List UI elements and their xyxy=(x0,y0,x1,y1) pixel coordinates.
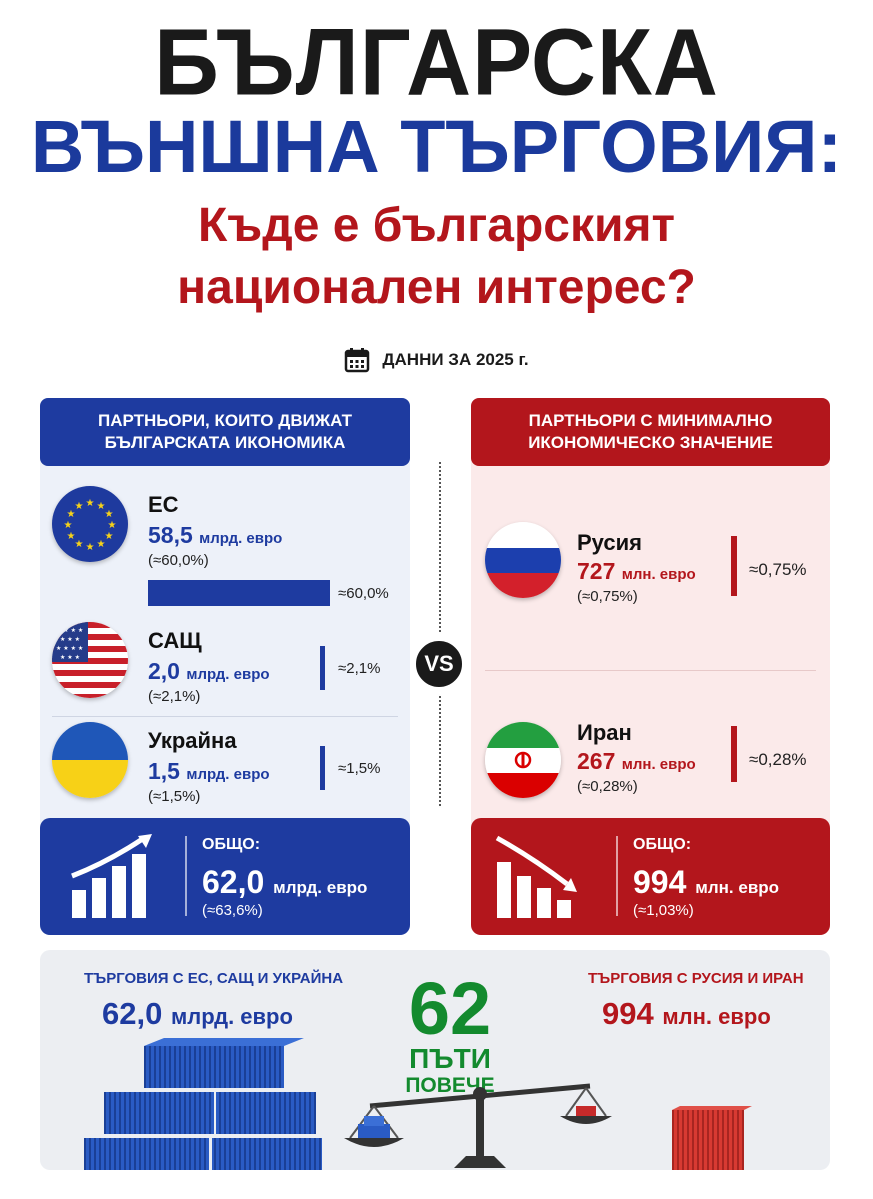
total-amount: 62,0 млрд. евро xyxy=(202,864,368,900)
partner-share-iran: (≈0,28%) xyxy=(577,778,638,795)
multiplier-text-1: ПЪТИ xyxy=(409,1043,491,1074)
trade-comparison-panel: ТЪРГОВИЯ С ЕС, САЩ И УКРАЙНА 62,0 млрд. … xyxy=(40,950,830,1170)
partner-name-eu: ЕС xyxy=(148,492,179,517)
calendar-icon xyxy=(345,348,370,373)
title-line-2: ВЪНШНА ТЪРГОВИЯ: xyxy=(30,105,843,188)
total-label: ОБЩО: xyxy=(633,836,692,853)
russia-flag-icon xyxy=(485,522,561,598)
row-divider xyxy=(485,670,816,671)
svg-text:★: ★ xyxy=(105,531,114,542)
title-line-1: БЪЛГАРСКА xyxy=(154,10,719,116)
share-bar-label-iran: ≈0,28% xyxy=(749,750,807,769)
svg-text:★: ★ xyxy=(75,501,84,512)
share-bar-iran xyxy=(731,726,737,782)
vs-badge: VS xyxy=(413,638,465,690)
center-dotted-line-top xyxy=(439,462,441,632)
svg-text:★: ★ xyxy=(67,509,76,520)
partner-name-russia: Русия xyxy=(577,530,642,555)
partner-amount-ukraine: 1,5 млрд. евро xyxy=(148,758,270,784)
date-label: ДАННИ ЗА 2025 г. xyxy=(382,350,529,369)
center-dotted-line-bottom xyxy=(439,696,441,806)
share-bar-label-eu: ≈60,0% xyxy=(338,585,389,602)
total-share: (≈1,03%) xyxy=(633,902,694,919)
major-partners-header-line-1: ПАРТНЬОРИ, КОИТО ДВИЖАТ xyxy=(97,411,352,430)
subtitle-line-1: Къде е българският xyxy=(197,199,676,252)
total-separator xyxy=(616,836,618,916)
total-share: (≈63,6%) xyxy=(202,902,263,919)
right-trade-label: ТЪРГОВИЯ С РУСИЯ И ИРАН xyxy=(588,970,804,987)
row-divider xyxy=(52,716,398,717)
total-separator xyxy=(185,836,187,916)
share-bar-usa xyxy=(320,646,325,690)
svg-text:★ ★ ★: ★ ★ ★ xyxy=(60,654,80,661)
iran-flag-icon xyxy=(485,722,561,798)
svg-text:★: ★ xyxy=(75,539,84,550)
total-label: ОБЩО: xyxy=(202,836,261,853)
svg-text:★ ★ ★: ★ ★ ★ xyxy=(60,636,80,643)
share-bar-russia xyxy=(731,536,737,596)
svg-text:★: ★ xyxy=(67,531,76,542)
partner-share-usa: (≈2,1%) xyxy=(148,688,201,705)
major-partners-total: ОБЩО: 62,0 млрд. евро (≈63,6%) xyxy=(40,818,410,935)
date-line: ДАННИ ЗА 2025 г. xyxy=(0,347,873,373)
minor-partners-header-line-2: ИКОНОМИЧЕСКО ЗНАЧЕНИЕ xyxy=(528,433,773,452)
partner-name-usa: САЩ xyxy=(148,628,202,653)
partner-amount-usa: 2,0 млрд. евро xyxy=(148,658,270,684)
minor-partners-panel: ПАРТНЬОРИ С МИНИМАЛНО ИКОНОМИЧЕСКО ЗНАЧЕ… xyxy=(471,398,830,935)
partner-amount-eu: 58,5 млрд. евро xyxy=(148,522,283,548)
minor-partners-total: ОБЩО: 994 млн. евро (≈1,03%) xyxy=(471,818,830,935)
share-bar-label-usa: ≈2,1% xyxy=(338,660,381,677)
single-container-icon xyxy=(672,1106,752,1170)
minor-partners-header: ПАРТНЬОРИ С МИНИМАЛНО ИКОНОМИЧЕСКО ЗНАЧЕ… xyxy=(471,398,830,466)
svg-text:★: ★ xyxy=(86,498,95,509)
subtitle-line-2: национален интерес? xyxy=(177,261,696,314)
svg-text:★: ★ xyxy=(105,509,114,520)
minor-partners-header-line-1: ПАРТНЬОРИ С МИНИМАЛНО xyxy=(528,411,773,430)
partner-name-iran: Иран xyxy=(577,720,632,745)
multiplier-text-2: ПОВЕЧЕ xyxy=(405,1074,495,1097)
major-partners-header-line-2: БЪЛГАРСКАТА ИКОНОМИКА xyxy=(104,433,346,452)
share-bar-label-ukraine: ≈1,5% xyxy=(338,760,381,777)
left-trade-label: ТЪРГОВИЯ С ЕС, САЩ И УКРАЙНА xyxy=(84,970,344,987)
partner-name-ukraine: Украйна xyxy=(148,728,237,753)
partner-share-ukraine: (≈1,5%) xyxy=(148,788,201,805)
partner-amount-russia: 727 млн. евро xyxy=(577,558,696,584)
rising-chart-icon xyxy=(71,834,152,918)
multiplier-number: 62 xyxy=(408,967,492,1050)
usa-flag-icon: ★ ★ ★ ★ ★ ★ ★ ★ ★ ★ ★ ★ ★ ★ xyxy=(52,622,128,698)
partner-share-russia: (≈0,75%) xyxy=(577,588,638,605)
svg-text:★: ★ xyxy=(86,542,95,553)
ukraine-flag-icon xyxy=(52,722,128,798)
left-trade-amount: 62,0 млрд. евро xyxy=(102,996,293,1031)
containers-stack-icon xyxy=(84,1038,322,1170)
svg-text:★ ★ ★ ★: ★ ★ ★ ★ xyxy=(56,627,83,634)
svg-text:★ ★ ★ ★: ★ ★ ★ ★ xyxy=(56,645,83,652)
svg-text:★: ★ xyxy=(64,520,73,531)
major-partners-header: ПАРТНЬОРИ, КОИТО ДВИЖАТ БЪЛГАРСКАТА ИКОН… xyxy=(40,398,410,466)
share-bar-eu xyxy=(148,580,330,606)
svg-text:★: ★ xyxy=(97,539,106,550)
share-bar-ukraine xyxy=(320,746,325,790)
eu-flag-icon: ★ ★ ★ ★ ★ ★ ★ ★ ★ ★ ★ ★ xyxy=(52,486,128,562)
svg-text:★: ★ xyxy=(108,520,117,531)
right-trade-amount: 994 млн. евро xyxy=(602,996,771,1031)
balance-scale-icon xyxy=(344,1083,612,1168)
svg-text:★: ★ xyxy=(97,501,106,512)
total-amount: 994 млн. евро xyxy=(633,864,780,900)
partner-amount-iran: 267 млн. евро xyxy=(577,748,696,774)
major-partners-panel: ПАРТНЬОРИ, КОИТО ДВИЖАТ БЪЛГАРСКАТА ИКОН… xyxy=(40,398,410,935)
share-bar-label-russia: ≈0,75% xyxy=(749,560,807,579)
partner-share-eu: (≈60,0%) xyxy=(148,552,209,569)
falling-chart-icon xyxy=(495,835,577,918)
